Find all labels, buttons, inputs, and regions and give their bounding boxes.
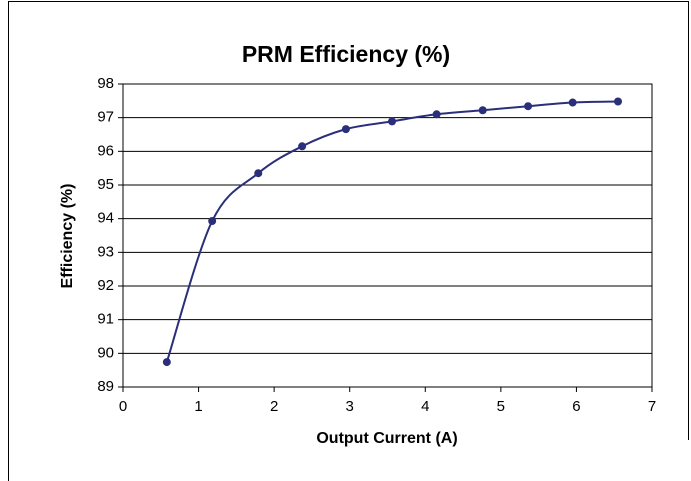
- y-tick-label: 96: [97, 142, 114, 159]
- marker: [298, 142, 307, 151]
- marker: [208, 217, 217, 226]
- marker: [388, 117, 397, 126]
- marker: [341, 125, 350, 134]
- x-axis-label: Output Current (A): [316, 430, 457, 447]
- y-tick-label: 98: [97, 75, 114, 92]
- x-tick-label: 1: [194, 398, 202, 415]
- chart-title: PRM Efficiency (%): [242, 41, 450, 67]
- marker: [432, 110, 441, 119]
- frame: [8, 1, 689, 481]
- y-tick-label: 91: [97, 311, 114, 328]
- marker: [162, 358, 171, 367]
- x-tick-label: 7: [648, 398, 656, 415]
- x-tick-label: 2: [270, 398, 278, 415]
- x-tick-label: 3: [346, 398, 354, 415]
- y-tick-label: 94: [97, 210, 114, 227]
- marker: [524, 102, 533, 111]
- y-tick-label: 90: [97, 344, 114, 361]
- marker: [613, 97, 622, 106]
- y-tick-label: 93: [97, 243, 114, 260]
- y-axis-label: Efficiency (%): [59, 184, 76, 289]
- marker: [568, 98, 577, 107]
- y-tick-label: 97: [97, 109, 114, 126]
- marker: [254, 169, 263, 178]
- marker: [478, 106, 487, 115]
- y-tick-label: 95: [97, 176, 114, 193]
- plot-area: [122, 83, 653, 388]
- y-tick-label: 89: [97, 378, 114, 395]
- x-tick-label: 0: [119, 398, 127, 415]
- x-tick-label: 6: [572, 398, 580, 415]
- line: [165, 100, 619, 363]
- y-tick-label: 92: [97, 277, 114, 294]
- x-tick-label: 5: [497, 398, 505, 415]
- x-tick-label: 4: [421, 398, 429, 415]
